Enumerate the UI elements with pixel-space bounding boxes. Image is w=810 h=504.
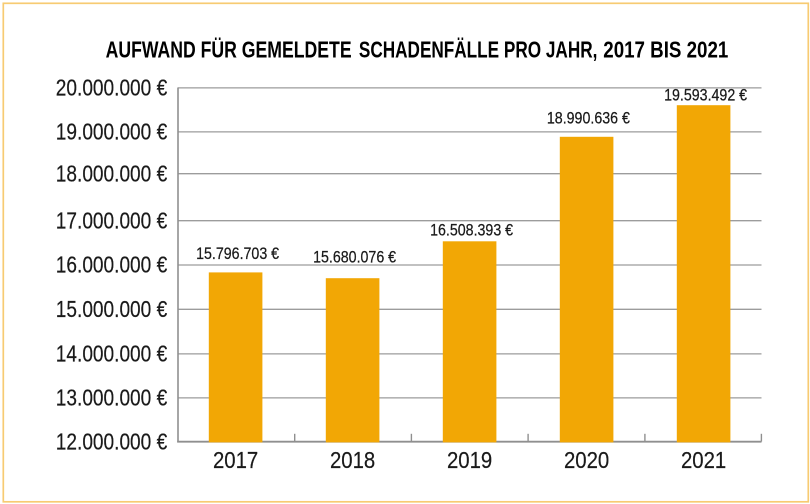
svg-text:12.000.000 €: 12.000.000 € (56, 429, 168, 455)
svg-text:15.796.703 €: 15.796.703 € (196, 244, 279, 263)
svg-text:2019: 2019 (447, 447, 492, 473)
svg-text:15.680.076 €: 15.680.076 € (313, 247, 396, 266)
svg-text:16.508.393 €: 16.508.393 € (430, 221, 513, 240)
svg-text:19.593.492 €: 19.593.492 € (664, 85, 747, 104)
svg-text:18.000.000 €: 18.000.000 € (56, 161, 168, 187)
svg-text:2018: 2018 (330, 447, 375, 473)
svg-text:2017: 2017 (213, 447, 258, 473)
svg-text:15.000.000 €: 15.000.000 € (56, 296, 168, 322)
svg-text:17.000.000 €: 17.000.000 € (56, 208, 168, 234)
svg-text:20.000.000 €: 20.000.000 € (56, 75, 168, 101)
svg-text:AUFWAND FÜR GEMELDETE: AUFWAND FÜR GEMELDETE (106, 36, 352, 62)
svg-text:SCHADENFÄLLE PRO JAHR,: SCHADENFÄLLE PRO JAHR, (359, 36, 598, 62)
svg-text:13.000.000 €: 13.000.000 € (56, 385, 168, 411)
svg-text:2017 BIS 2021: 2017 BIS 2021 (603, 36, 728, 62)
svg-text:2020: 2020 (564, 447, 609, 473)
svg-text:18.990.636 €: 18.990.636 € (547, 109, 630, 128)
svg-text:16.000.000 €: 16.000.000 € (56, 251, 168, 277)
svg-text:14.000.000 €: 14.000.000 € (56, 341, 168, 367)
svg-text:19.000.000 €: 19.000.000 € (56, 119, 168, 145)
svg-text:2021: 2021 (681, 447, 726, 473)
